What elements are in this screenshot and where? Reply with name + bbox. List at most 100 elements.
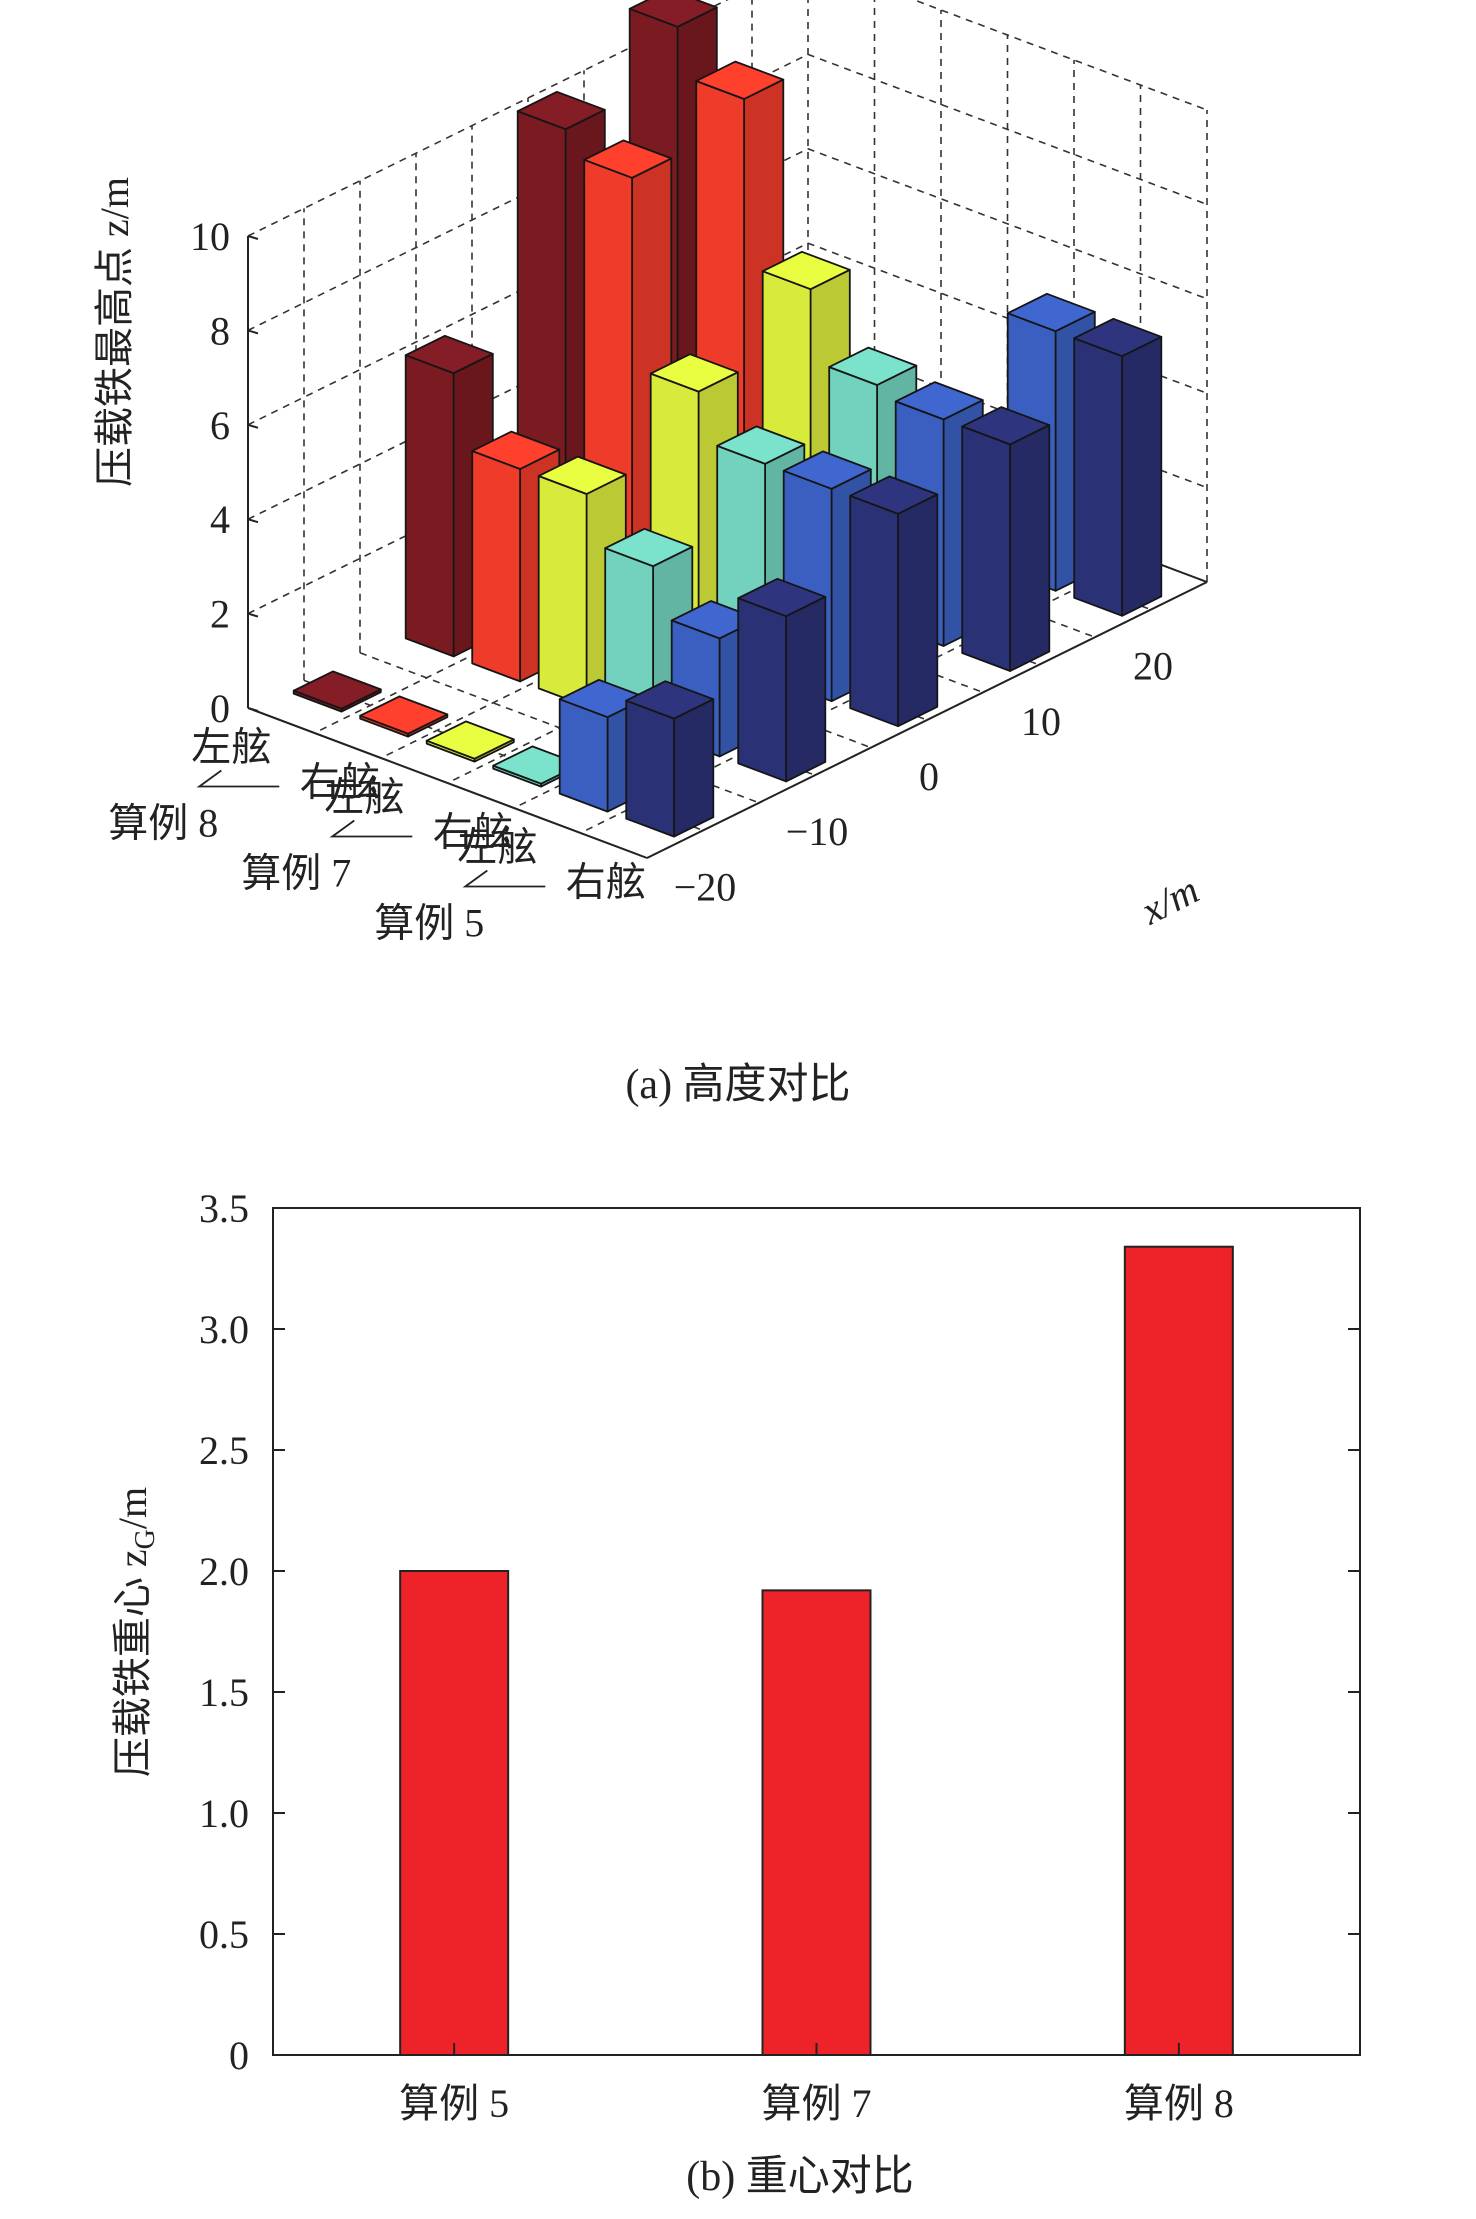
chart-b-y-tick-label: 1.0 <box>199 1791 249 1836</box>
chart-a-group-label: 算例 7 <box>241 851 351 896</box>
chart-a-row-axis <box>247 707 648 859</box>
chart-a-bar-top-face <box>625 680 715 720</box>
chart-b-y-tick-label: 2.5 <box>199 1428 249 1473</box>
chart-a-bar-side-face <box>961 425 1011 672</box>
chart-a-side-label-starboard: 右舷 <box>433 810 513 855</box>
chart-a-z-tick-label: 0 <box>210 686 230 731</box>
chart-a-group-bracket <box>462 869 546 888</box>
chart-a-bar-side-face <box>737 597 787 783</box>
chart-a-z-tick-mark <box>247 518 259 524</box>
chart-a-z-tick-label: 2 <box>210 592 230 637</box>
chart-a-x-tick-label: 10 <box>1021 699 1061 744</box>
chart-a-z-tick-mark <box>247 329 259 335</box>
chart-b-x-tick-label: 算例 7 <box>762 2081 872 2126</box>
chart-b-bar-group <box>399 1245 1234 2056</box>
chart-a-bar-side-face <box>404 354 455 658</box>
chart-a-side-label-starboard: 右舷 <box>566 860 646 905</box>
chart-a-bar-top-face <box>737 577 827 618</box>
chart-a-bar-top-face <box>782 450 872 490</box>
chart-a-bar-top-face <box>516 90 606 131</box>
chart-a-group-bracket <box>196 769 280 788</box>
chart-a-bar-top-face <box>961 406 1051 446</box>
chart-a-x-axis <box>646 581 1208 859</box>
chart-a-caption: (a) 高度对比 <box>625 1062 850 1108</box>
chart-a-bar <box>359 695 449 738</box>
chart-a-x-axis-label: x/m <box>1133 867 1206 934</box>
chart-a-bar-side-face <box>849 494 899 728</box>
chart-a-bar <box>1073 317 1163 617</box>
chart-b-y-axis-label-main: 压载铁重心 z <box>110 1549 155 1777</box>
chart-a-bar-top-face <box>583 139 673 179</box>
chart-a-bar-top-face <box>604 527 694 568</box>
chart-a-x-tick-label: 20 <box>1133 644 1173 689</box>
chart-b-bars: 0 0.5 1.0 1.5 2.0 2.5 3.0 3.5 算例 5 算例 7 算例 8 压载铁重… <box>110 1186 1361 2200</box>
chart-a-bar-top-face <box>292 670 382 710</box>
chart-b-y-ticks: 0 0.5 1.0 1.5 2.0 2.5 3.0 3.5 <box>199 1186 1360 2078</box>
chart-a-bar <box>961 406 1051 672</box>
chart-a-bars <box>292 0 1163 838</box>
chart-a-group-label: 算例 8 <box>108 801 218 846</box>
chart-b-y-tick-label: 0.5 <box>199 1912 249 1957</box>
chart-a-bar <box>425 720 515 763</box>
chart-a-z-tick-mark <box>247 707 259 712</box>
chart-a-group-bracket <box>329 819 413 838</box>
chart-b-y-tick-label: 3.5 <box>199 1186 249 1231</box>
chart-b-x-tick-labels: 算例 5 算例 7 算例 8 <box>399 2043 1234 2126</box>
chart-a-side-label-starboard: 右舷 <box>300 760 380 805</box>
chart-a-bar-side-face <box>537 475 588 708</box>
chart-a-bar-side-face <box>1073 337 1123 617</box>
chart-a-bar-top-face <box>359 695 449 735</box>
chart-a-bar-top-face <box>404 334 494 375</box>
chart-a-side-label-port: 左舷 <box>191 725 271 770</box>
chart-a-bar <box>292 670 382 713</box>
chart-a-bar-top-face <box>695 60 785 100</box>
chart-a-bar-top-face <box>828 346 918 386</box>
chart-a-z-tick-label: 4 <box>210 497 230 542</box>
chart-b-y-axis-label-unit: /m <box>110 1487 155 1529</box>
chart-a-bar-top-face <box>1006 292 1096 333</box>
chart-a-bar <box>849 475 939 728</box>
chart-a-z-tick-mark <box>247 423 259 429</box>
chart-a-z-tick-label: 10 <box>190 214 230 259</box>
chart-a-bar-top-face <box>425 720 515 760</box>
chart-b-x-tick-label: 算例 5 <box>399 2081 509 2126</box>
chart-a-bar-top-face <box>649 353 739 393</box>
chart-a-bar-side-face <box>471 450 521 683</box>
chart-a-x-tick-label: −20 <box>674 864 737 909</box>
chart-a-grid-line-z <box>247 147 1208 426</box>
chart-b-bar <box>399 1570 510 2056</box>
chart-a-z-tick-mark <box>247 235 259 240</box>
chart-a-bar-top-face <box>1073 317 1163 358</box>
chart-a-bar-front-face <box>785 595 827 783</box>
chart-b-y-tick-label: 2.0 <box>199 1549 249 1594</box>
chart-b-y-axis-label: 压载铁重心 zG/m <box>110 1487 161 1777</box>
chart-a-bar-front-face <box>1121 335 1163 617</box>
chart-a-bar-side-face <box>625 699 675 838</box>
chart-b-y-axis-label-subscript: G <box>130 1529 161 1549</box>
chart-a-bar-top-face <box>716 425 806 465</box>
chart-a-bar-top-face <box>894 381 984 421</box>
chart-a-x-tick-label: 0 <box>919 754 939 799</box>
chart-a-side-label-port: 左舷 <box>457 825 537 870</box>
chart-a-bar-front-face <box>897 493 939 728</box>
chart-b-bar <box>1123 1245 1234 2056</box>
chart-b-bar <box>761 1589 872 2056</box>
chart-a-bar-top-face <box>537 455 627 495</box>
chart-b-y-tick-label: 0 <box>229 2033 249 2078</box>
chart-a-z-axis-label: 压载铁最高点 z/m <box>92 177 137 487</box>
chart-a-z-tick-labels: 0 2 4 6 8 10 <box>190 214 259 731</box>
chart-a-bar-side-face <box>558 698 609 813</box>
chart-a-bar-top-face <box>471 430 561 470</box>
chart-b-caption: (b) 重心对比 <box>686 2154 913 2200</box>
chart-a-bar <box>737 577 827 783</box>
chart-a-bar-front-face <box>673 698 715 838</box>
chart-a-grid-line-z <box>247 0 1208 237</box>
chart-b-y-tick-label: 1.5 <box>199 1670 249 1715</box>
chart-a-z-tick-label: 6 <box>210 403 230 448</box>
chart-a-bar-front-face <box>1009 424 1051 672</box>
chart-a-bar <box>625 680 715 838</box>
chart-a-x-tick-labels: −20 −10 0 10 20 <box>674 644 1173 910</box>
